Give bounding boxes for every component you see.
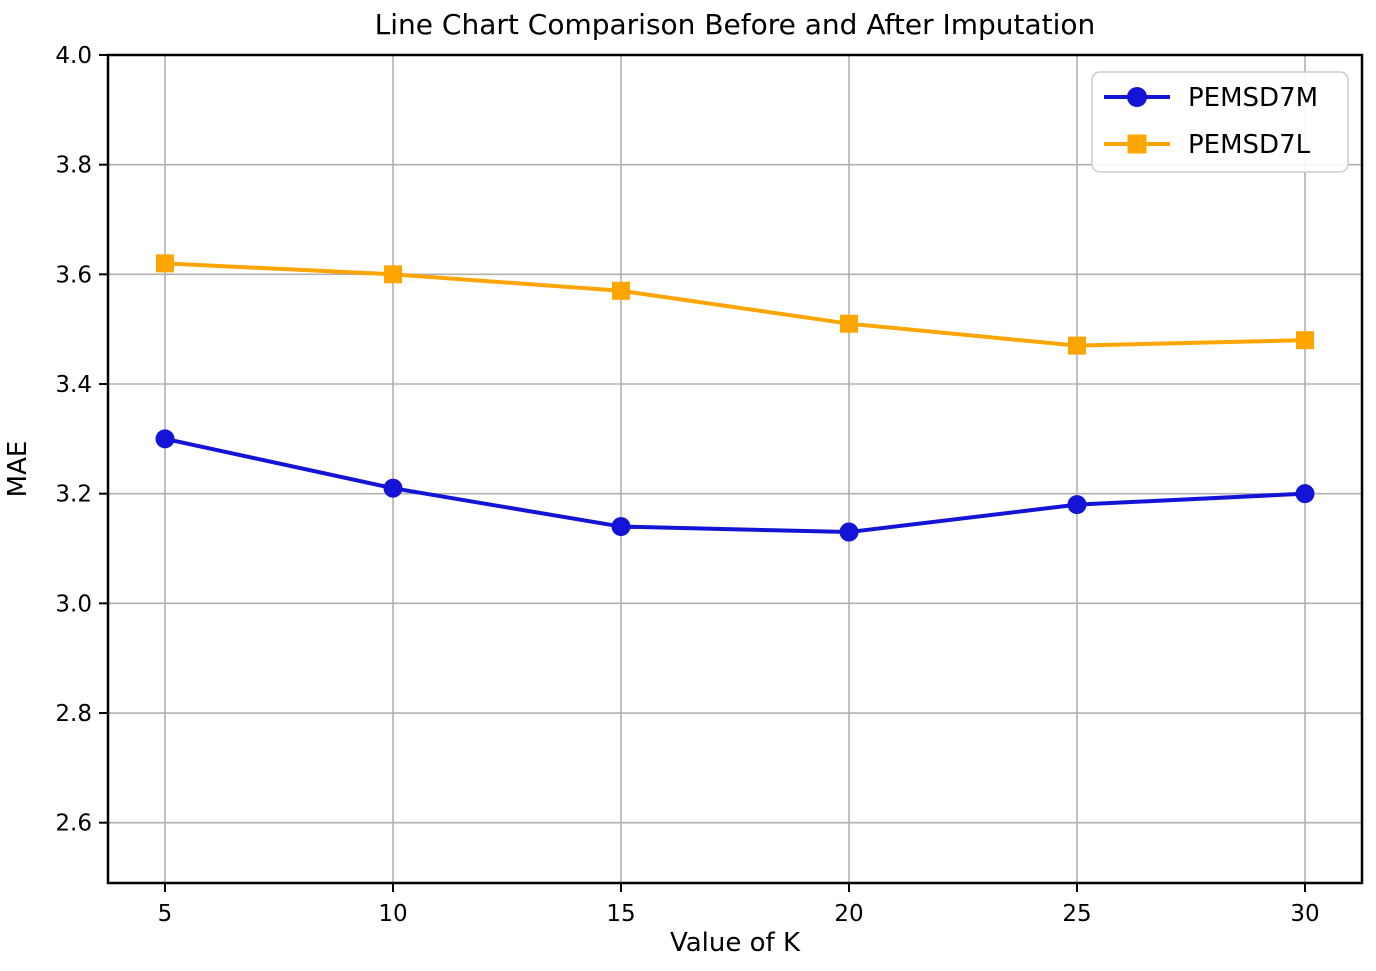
data-point-pemsd7l: [840, 314, 858, 333]
data-point-pemsd7m: [1295, 484, 1315, 504]
x-axis-label: Value of K: [670, 928, 801, 958]
legend-item-label: PEMSD7M: [1188, 83, 1318, 113]
legend-swatch-marker: [1127, 87, 1147, 107]
legend-layer: PEMSD7M PEMSD7L: [1091, 71, 1349, 173]
x-tick-label: 30: [1290, 901, 1319, 927]
data-point-pemsd7m: [155, 429, 175, 449]
data-point-pemsd7l: [384, 265, 402, 284]
series-line-pemsd7m: [163, 436, 1307, 535]
tick-layer: 5 10 15 20 25 30 2.6 2.8 3.0 3.2 3.4 3.6 3.8 4.0: [55, 43, 1319, 927]
data-point-pemsd7l: [1296, 331, 1314, 350]
y-tick-label: 2.8: [55, 701, 92, 727]
y-tick-label: 2.6: [55, 811, 92, 837]
series-layer: [155, 254, 1315, 542]
data-point-pemsd7l: [156, 254, 174, 273]
data-point-pemsd7l: [612, 281, 630, 300]
legend-swatch-marker: [1127, 134, 1147, 154]
data-point-pemsd7m: [1067, 495, 1087, 515]
x-tick-label: 25: [1062, 901, 1091, 927]
y-tick-label: 3.4: [55, 372, 92, 398]
data-point-pemsd7m: [839, 522, 859, 542]
data-point-pemsd7m: [611, 517, 631, 537]
y-tick-label: 3.8: [55, 153, 92, 179]
x-tick-label: 10: [378, 901, 407, 927]
y-tick-label: 3.0: [55, 591, 92, 617]
data-point-pemsd7l: [1068, 336, 1086, 355]
legend-item-label: PEMSD7L: [1188, 130, 1311, 160]
y-tick-label: 3.2: [55, 482, 92, 508]
x-tick-label: 15: [606, 901, 635, 927]
y-tick-label: 4.0: [55, 43, 92, 69]
plot-frame: [106, 53, 1364, 885]
chart-title: Line Chart Comparison Before and After I…: [375, 8, 1096, 41]
x-tick-label: 5: [158, 901, 173, 927]
y-axis-label: MAE: [3, 441, 33, 498]
y-tick-label: 3.6: [55, 262, 92, 288]
series-line-pemsd7l: [163, 261, 1307, 348]
x-tick-label: 20: [834, 901, 863, 927]
data-point-pemsd7m: [383, 478, 403, 498]
